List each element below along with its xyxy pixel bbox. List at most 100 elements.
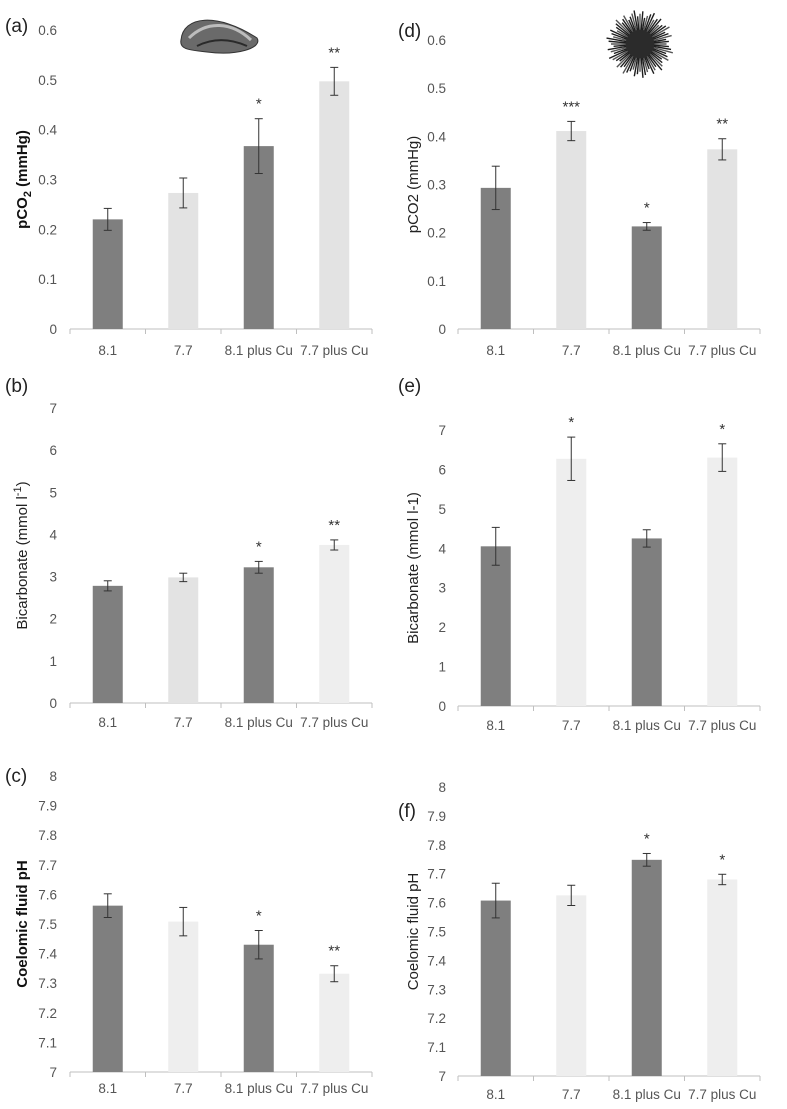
y-tick-label: 6: [49, 443, 57, 458]
chart-panel-b: (b) 0 1 2 3 4 5 6 7 Bicarbonate (mmol l-1) 8.1 7.7 *…: [5, 376, 373, 730]
x-tick-label: 7.7 plus Cu: [300, 343, 368, 358]
significance-marker: ***: [562, 98, 580, 115]
significance-marker: *: [256, 538, 262, 555]
x-tick-label: 8.1 plus Cu: [225, 715, 293, 730]
y-tick-label: 0.4: [38, 123, 57, 138]
x-tick-label: 8.1 plus Cu: [225, 1081, 293, 1096]
x-tick-label: 7.7: [174, 715, 193, 730]
sea-urchin-picture: [606, 10, 674, 78]
y-tick-label: 5: [438, 502, 446, 517]
y-tick-label: 7.6: [427, 896, 446, 911]
y-tick-label: 0: [438, 699, 446, 714]
x-tick-label: 7.7 plus Cu: [688, 718, 756, 733]
y-tick-label: 7: [49, 401, 57, 416]
y-tick-label: 7.5: [38, 917, 57, 932]
x-tick-label: 7.7 plus Cu: [688, 1087, 756, 1102]
bar: [631, 538, 662, 706]
y-tick-label: 0.1: [38, 272, 57, 287]
y-tick-label: 0.3: [427, 178, 446, 193]
y-axis-title: pCO2 (mmHg): [405, 136, 422, 234]
y-tick-label: 0: [49, 696, 57, 711]
y-tick-label: 0.5: [38, 73, 57, 88]
x-tick-label: 7.7 plus Cu: [300, 715, 368, 730]
bar: [480, 546, 511, 706]
bar: [319, 973, 350, 1072]
panel-label: (b): [5, 376, 28, 397]
y-tick-label: 0: [438, 322, 446, 337]
bar: [556, 458, 587, 706]
panel-label: (e): [398, 376, 421, 397]
y-tick-label: 7.6: [38, 887, 57, 902]
bar: [707, 457, 738, 706]
x-tick-label: 7.7: [174, 343, 193, 358]
panel-label: (c): [5, 766, 27, 787]
y-tick-label: 7.3: [427, 982, 446, 997]
bar: [243, 146, 274, 329]
y-tick-label: 7.1: [38, 1035, 57, 1050]
y-tick-label: 7.7: [38, 858, 57, 873]
y-tick-label: 1: [438, 660, 446, 675]
mussel-shell-picture: [180, 19, 259, 54]
y-tick-label: 7.9: [427, 809, 446, 824]
bar: [707, 879, 738, 1076]
y-tick-label: 7: [438, 423, 446, 438]
y-tick-label: 3: [438, 581, 446, 596]
significance-marker: *: [644, 200, 650, 217]
y-tick-label: 3: [49, 570, 57, 585]
bar: [480, 900, 511, 1076]
bar: [92, 585, 123, 703]
y-tick-label: 7.9: [38, 799, 57, 814]
bar: [168, 921, 199, 1072]
chart-panel-f: (f) 7 7.1 7.2 7.3 7.4 7.5 7.6 7.7 7.8 7.9 8 Coelomic…: [398, 780, 761, 1102]
y-tick-label: 8: [49, 769, 57, 784]
y-tick-label: 7.4: [427, 953, 446, 968]
y-tick-label: 0: [49, 322, 57, 337]
bar: [631, 859, 662, 1076]
x-tick-label: 7.7: [562, 1087, 581, 1102]
y-tick-label: 0.6: [38, 23, 57, 38]
bar: [319, 544, 350, 703]
chart-panel-e: (e) 0 1 2 3 4 5 6 7 Bicarbonate (mmol l-1) 8.1 * 7.7…: [398, 376, 761, 733]
y-axis-title: Bicarbonate (mmol l-1): [12, 481, 31, 629]
x-tick-label: 8.1: [98, 1081, 117, 1096]
significance-marker: **: [328, 943, 340, 960]
y-tick-label: 4: [438, 541, 446, 556]
y-tick-label: 7.8: [427, 838, 446, 853]
y-tick-label: 7.1: [427, 1040, 446, 1055]
bar: [92, 219, 123, 329]
significance-marker: **: [716, 116, 728, 133]
urchin-body: [625, 29, 655, 59]
panel-label: (d): [398, 21, 421, 42]
y-tick-label: 1: [49, 654, 57, 669]
y-tick-label: 0.6: [427, 33, 446, 48]
significance-marker: **: [328, 517, 340, 534]
bar: [631, 226, 662, 329]
bar: [319, 81, 350, 329]
y-tick-label: 8: [438, 780, 446, 795]
y-tick-label: 0.4: [427, 129, 446, 144]
y-tick-label: 5: [49, 485, 57, 500]
y-tick-label: 7.3: [38, 976, 57, 991]
significance-marker: *: [568, 414, 574, 431]
y-tick-label: 0.5: [427, 81, 446, 96]
y-axis-title: Bicarbonate (mmol l-1): [405, 492, 422, 644]
significance-marker: *: [719, 421, 725, 438]
significance-marker: *: [644, 830, 650, 847]
bar: [243, 567, 274, 703]
x-tick-label: 8.1: [98, 343, 117, 358]
mussel-shell-highlight: [187, 24, 253, 42]
significance-marker: *: [256, 908, 262, 925]
y-tick-label: 2: [438, 620, 446, 635]
y-tick-label: 0.2: [38, 222, 57, 237]
x-tick-label: 8.1 plus Cu: [613, 718, 681, 733]
bar: [707, 149, 738, 329]
y-tick-label: 6: [438, 462, 446, 477]
x-tick-label: 8.1 plus Cu: [613, 1087, 681, 1102]
significance-marker: *: [256, 96, 262, 113]
y-axis-title: Coelomic fluid pH: [14, 860, 31, 988]
y-tick-label: 7.7: [427, 867, 446, 882]
x-tick-label: 8.1 plus Cu: [613, 343, 681, 358]
x-tick-label: 7.7: [562, 343, 581, 358]
panel-label: (f): [398, 801, 416, 822]
y-tick-label: 7.5: [427, 925, 446, 940]
